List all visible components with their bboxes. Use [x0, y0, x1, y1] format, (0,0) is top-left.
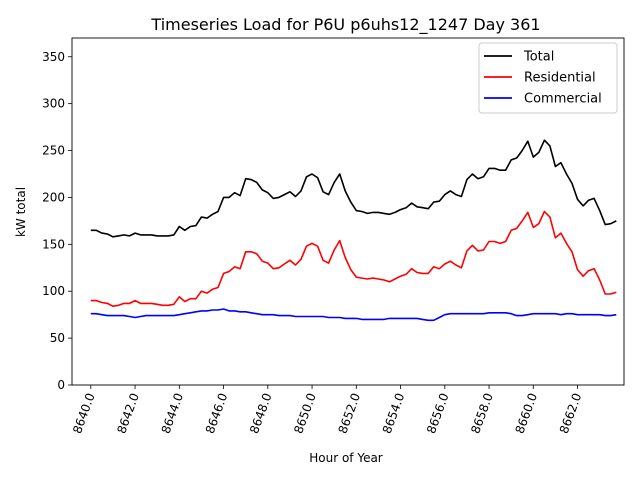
y-tick-label: 350	[42, 50, 65, 64]
x-axis-label: Hour of Year	[309, 451, 383, 465]
series-line-residential	[90, 210, 617, 308]
legend-box	[478, 42, 618, 114]
series-line-total	[90, 139, 617, 238]
y-tick-label: 200	[42, 190, 65, 204]
legend-label-residential: Residential	[524, 71, 596, 86]
legend-label-commercial: Commercial	[524, 92, 602, 107]
axes-frame	[71, 37, 625, 386]
y-tick-label: 0	[57, 378, 65, 392]
y-tick-label: 150	[42, 237, 65, 251]
y-tick-label: 300	[42, 97, 65, 111]
y-tick-label: 250	[42, 144, 65, 158]
chart-title: Timeseries Load for P6U p6uhs12_1247 Day…	[150, 15, 540, 35]
legend-label-total: Total	[523, 50, 554, 65]
y-tick-label: 100	[42, 284, 65, 298]
y-axis-label: kW total	[14, 187, 28, 237]
series-line-commercial	[90, 308, 617, 322]
y-tick-label: 50	[50, 331, 65, 345]
